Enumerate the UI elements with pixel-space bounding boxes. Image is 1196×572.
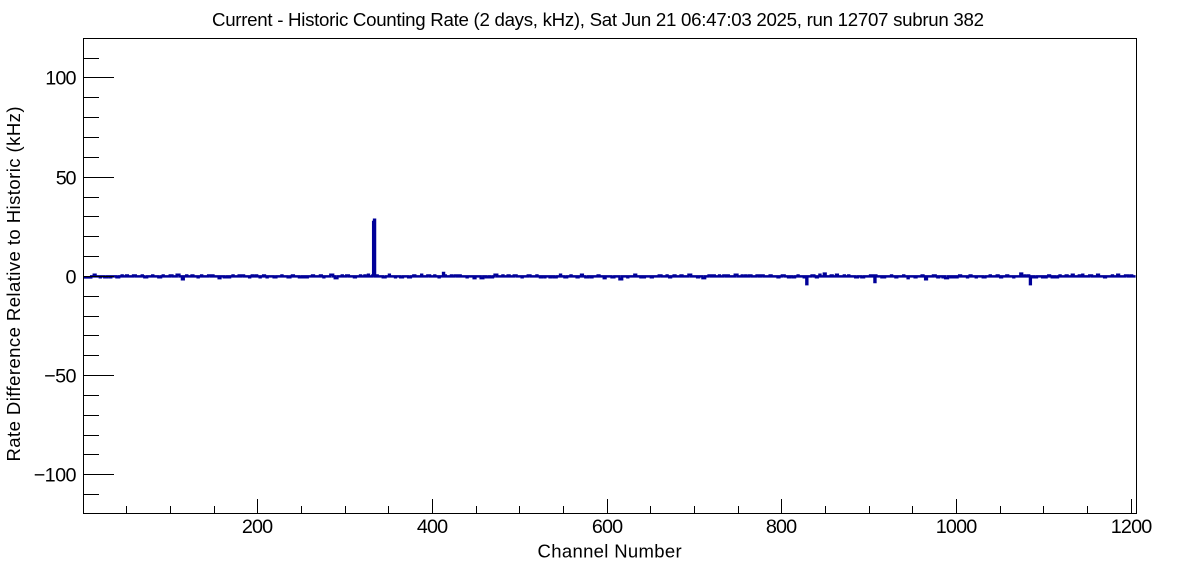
svg-text:−100: −100 [34,465,77,487]
svg-text:1000: 1000 [936,516,978,538]
svg-text:Rate Difference Relative to Hi: Rate Difference Relative to Historic (kH… [3,107,24,462]
svg-text:100: 100 [45,68,76,90]
svg-text:50: 50 [56,168,77,190]
svg-text:400: 400 [417,516,448,538]
svg-text:−50: −50 [44,366,76,388]
svg-text:Current - Historic Counting Ra: Current - Historic Counting Rate (2 days… [212,9,984,30]
svg-text:600: 600 [592,516,623,538]
svg-text:Channel Number: Channel Number [538,541,682,562]
svg-text:800: 800 [766,516,797,538]
svg-text:200: 200 [242,516,273,538]
svg-text:1200: 1200 [1111,516,1153,538]
svg-text:0: 0 [65,267,76,289]
